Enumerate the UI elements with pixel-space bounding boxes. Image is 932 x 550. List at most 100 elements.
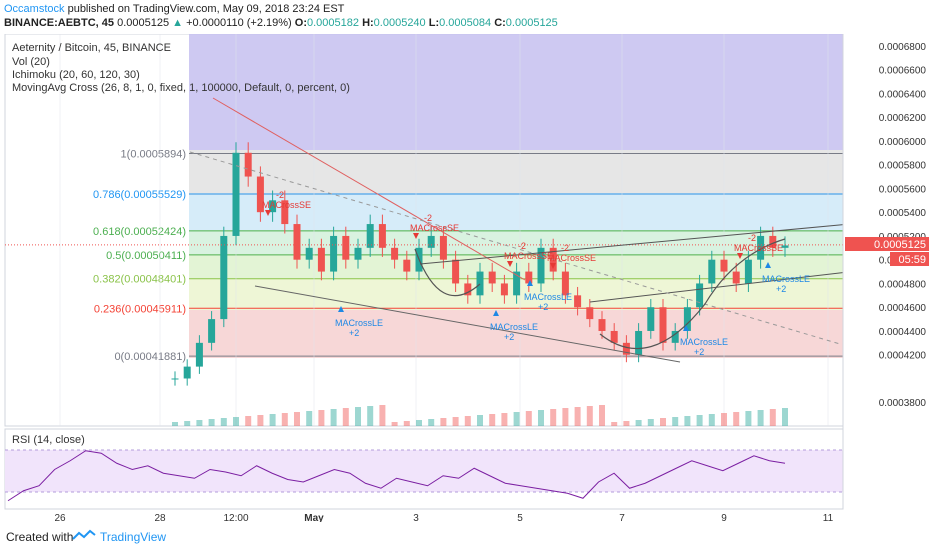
legend-ichimoku[interactable]: Ichimoku (20, 60, 120, 30) (12, 69, 140, 81)
legend-title: Aeternity / Bitcoin, 45, BINANCE (12, 42, 171, 54)
candle-body (708, 259, 716, 284)
volume-bar (342, 408, 349, 426)
high-value: 0.0005240 (373, 17, 426, 29)
tradingview-brand-link[interactable]: TradingView (100, 530, 167, 544)
close-value: 0.0005125 (505, 17, 558, 29)
volume-bar (525, 411, 532, 426)
price-tick-label: 0.0004200 (879, 351, 927, 362)
candle-body (281, 200, 289, 225)
close-label: C: (494, 17, 506, 29)
candle-body (683, 307, 691, 331)
candle-body (378, 224, 386, 248)
trendline-channel-bottom[interactable] (589, 271, 849, 303)
volume-bar (281, 413, 288, 426)
signal-amount: +2 (349, 328, 359, 338)
volume-bar (489, 414, 496, 426)
fib-level-label: 0.618(0.00052424) (93, 226, 186, 238)
arrow-down-icon (413, 233, 419, 239)
signal-amount: +2 (538, 302, 548, 312)
volume-bar (599, 405, 605, 426)
volume-bar (257, 415, 264, 426)
candle-body (427, 235, 435, 248)
volume-bar (660, 418, 666, 426)
candle-body (452, 259, 460, 284)
volume-bar (782, 408, 788, 426)
signal-amount: +2 (504, 332, 514, 342)
price-tick-label: 0.0006800 (879, 42, 927, 53)
footer: Created with TradingView (0, 522, 932, 550)
volume-bar (647, 419, 654, 426)
signal-label: MACrossLE (762, 274, 810, 284)
signal-label: MACrossSE (410, 223, 459, 233)
candle-body (244, 152, 252, 177)
price-tick-label: 0.0004600 (879, 303, 927, 314)
candle-body (317, 247, 325, 272)
candle-body (525, 271, 533, 284)
last-price-badge-text: 0.0005125 (874, 239, 926, 251)
price-tick-label: 0.0004400 (879, 327, 927, 338)
time-badge (890, 252, 929, 266)
volume-bar (550, 409, 557, 426)
signal-label: MACrossSE (504, 251, 553, 261)
publish-line: Occamstock published on TradingView.com,… (4, 3, 344, 15)
chart-header: Occamstock published on TradingView.com,… (0, 0, 932, 34)
rsi-line (7, 450, 786, 502)
candle-body (574, 295, 582, 308)
fib-level-label: 0.236(0.00045911) (94, 303, 186, 315)
signal-label: MACrossSE (262, 200, 311, 210)
time-tick-label: 3 (413, 513, 419, 522)
volume-bar (721, 413, 727, 426)
price-chart[interactable]: 1(0.0005894) 0.786(0.00055529) 0.618(0.000… (0, 34, 932, 522)
ohlc-line: BINANCE:AEBTC, 45 0.0005125 ▲ +0.0000110… (4, 17, 558, 29)
signal-amount: +2 (694, 347, 704, 357)
volume-bar (306, 411, 313, 426)
trendline-dashed[interactable] (189, 151, 841, 345)
arrow-up-icon (765, 262, 771, 268)
open-label: O: (294, 17, 307, 29)
legend-volume[interactable]: Vol (20) (12, 56, 50, 68)
fib-zone-1 (189, 150, 843, 195)
candle-body (256, 176, 264, 213)
signal-amount: -2 (276, 190, 284, 200)
volume-bar (623, 421, 630, 426)
open-value: 0.0005182 (307, 17, 359, 29)
price-axis[interactable] (843, 34, 932, 509)
time-tick-label: May (304, 513, 324, 522)
volume-bar (208, 419, 215, 426)
arrow-up-icon (493, 310, 499, 316)
candle-body (757, 235, 765, 260)
volume-bar (318, 410, 325, 426)
fib-level-label: 0(0.00041881) (114, 351, 186, 363)
price-tick-label: 0.0005800 (879, 161, 927, 172)
change-arrow-icon: ▲ (172, 17, 184, 29)
cup-curve-small[interactable] (414, 248, 481, 297)
trendline-channel-top[interactable] (419, 223, 851, 265)
trendline-resistance[interactable] (212, 97, 526, 281)
volume-bar (477, 415, 483, 426)
volume-bar (233, 417, 239, 426)
trendline-support[interactable] (254, 285, 681, 363)
author-link[interactable]: Occamstock (4, 3, 65, 15)
fib-zone-top (189, 34, 843, 150)
signal-label: MACrossSE (547, 253, 596, 263)
candle-body (171, 378, 179, 380)
candle-body (659, 307, 667, 343)
candle-body (208, 319, 216, 343)
volume-bar (611, 422, 618, 426)
volume-bar (330, 409, 337, 426)
volume-bar (452, 417, 459, 426)
time-tick-label: 9 (721, 513, 727, 522)
legend-ma-cross[interactable]: MovingAvg Cross (26, 8, 1, 0, fixed, 1, … (12, 82, 350, 94)
cup-curve[interactable] (599, 238, 786, 350)
candle-body (439, 235, 447, 260)
time-tick-label: 28 (154, 513, 166, 522)
time-tick-label: 5 (517, 513, 523, 522)
signal-amount: -2 (424, 213, 432, 223)
price-change: +0.0000110 (+2.19%) (186, 17, 292, 29)
candle-body (403, 259, 411, 272)
candle-body (598, 319, 606, 331)
candle-body (488, 271, 496, 284)
arrow-down-icon (550, 263, 556, 269)
volume-bar (440, 418, 447, 426)
fib-level-label: 0.382(0.00048401) (93, 274, 186, 286)
